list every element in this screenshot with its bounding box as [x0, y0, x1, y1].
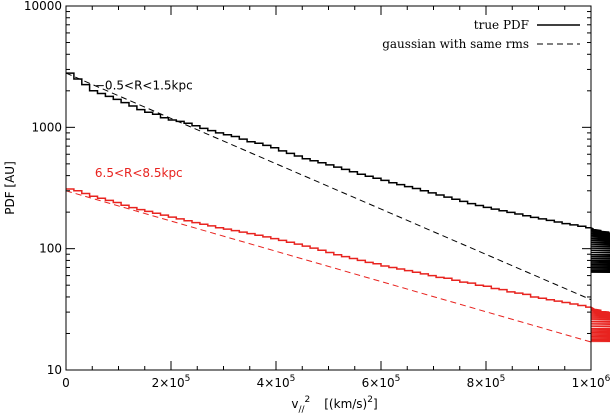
x-tick-label-sup: 5 — [395, 374, 401, 384]
series-layer — [65, 72, 610, 343]
x-axis-title: v//2 [(km/s)2] — [291, 395, 377, 413]
legend-entry-true-pdf: true PDF — [474, 18, 529, 32]
x-tick-label: 2×105 — [152, 374, 191, 390]
x-tick-label: 4×105 — [257, 374, 296, 390]
x-tick-label-sup: 5 — [185, 374, 191, 384]
x-tick-label-sup: 5 — [290, 374, 296, 384]
ticks-layer — [65, 5, 592, 371]
x-tick-label-sup: 6 — [605, 374, 610, 384]
series-1-gaussian — [65, 72, 592, 301]
series-2-histogram — [66, 188, 610, 343]
y-tick-label: 1000 — [31, 120, 62, 134]
plot-frame — [65, 5, 592, 371]
x-axis-title-sup: 2 — [305, 395, 311, 405]
x-axis-title-units-sup: 2 — [367, 395, 373, 405]
x-axis-title-units-close: ] — [373, 397, 378, 411]
x-tick-label: 0 — [62, 376, 70, 390]
series-0-histogram — [66, 72, 610, 273]
x-tick-label-base: 6×10 — [362, 376, 395, 390]
x-axis-title-sub: // — [298, 405, 305, 413]
y-axis-title: PDF [AU] — [3, 161, 17, 215]
x-tick-label: 6×105 — [362, 374, 401, 390]
y-tick-label: 100 — [39, 242, 62, 256]
x-tick-label: 8×105 — [467, 374, 506, 390]
x-axis-title-base: v — [291, 397, 298, 411]
y-tick-label: 10000 — [24, 0, 62, 13]
annotation-outer-radius: 6.5<R<8.5kpc — [95, 166, 183, 180]
annotation-inner-radius: −0.5<R<1.5kpc — [95, 79, 193, 93]
x-tick-label-base: 8×10 — [467, 376, 500, 390]
y-tick-label: 10 — [47, 363, 62, 377]
legend: true PDF gaussian with same rms — [382, 18, 580, 51]
x-tick-label-base: 4×10 — [257, 376, 290, 390]
legend-entry-gaussian: gaussian with same rms — [382, 37, 529, 51]
series-3-gaussian — [65, 190, 592, 343]
x-tick-label: 1×106 — [572, 374, 610, 390]
x-tick-label-base: 2×10 — [152, 376, 185, 390]
x-axis-title-units: [(km/s) — [324, 397, 367, 411]
x-tick-label-base: 1×10 — [572, 376, 605, 390]
x-tick-label-sup: 5 — [500, 374, 506, 384]
x-tick-label-base: 0 — [62, 376, 70, 390]
